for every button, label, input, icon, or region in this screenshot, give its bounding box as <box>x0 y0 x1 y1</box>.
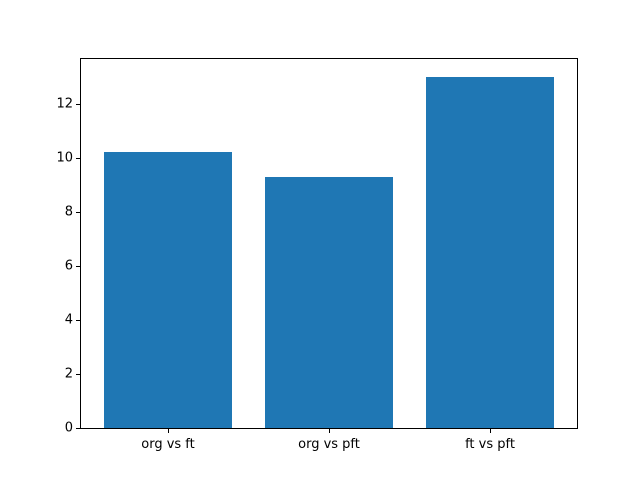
bar-org-vs-ft <box>103 152 233 428</box>
x-tick-label: org vs ft <box>141 437 195 452</box>
y-tick-mark <box>76 265 80 267</box>
x-tick-label: org vs pft <box>298 437 360 452</box>
bar-org-vs-pft <box>264 176 394 428</box>
y-tick-mark <box>76 211 80 213</box>
y-tick-label: 2 <box>64 366 73 382</box>
y-tick-mark <box>76 373 80 375</box>
y-tick-mark <box>76 157 80 159</box>
y-tick-mark <box>76 103 80 105</box>
y-tick-mark <box>76 319 80 321</box>
x-tick-mark <box>329 429 330 433</box>
bar-ft-vs-pft <box>425 76 555 428</box>
y-tick-label: 6 <box>64 258 73 274</box>
y-tick-label: 8 <box>64 204 73 220</box>
x-tick-label: ft vs pft <box>465 437 515 452</box>
y-tick-label: 12 <box>56 96 73 112</box>
y-tick-label: 10 <box>56 150 73 166</box>
y-tick-label: 4 <box>64 312 73 328</box>
x-tick-mark <box>490 429 491 433</box>
y-tick-mark <box>76 428 80 429</box>
y-tick-label: 0 <box>64 420 73 436</box>
plot-area: 0 2 4 6 8 10 12 org vs ft org vs pft ft vs pft <box>56 58 578 452</box>
x-tick-mark <box>168 429 169 433</box>
